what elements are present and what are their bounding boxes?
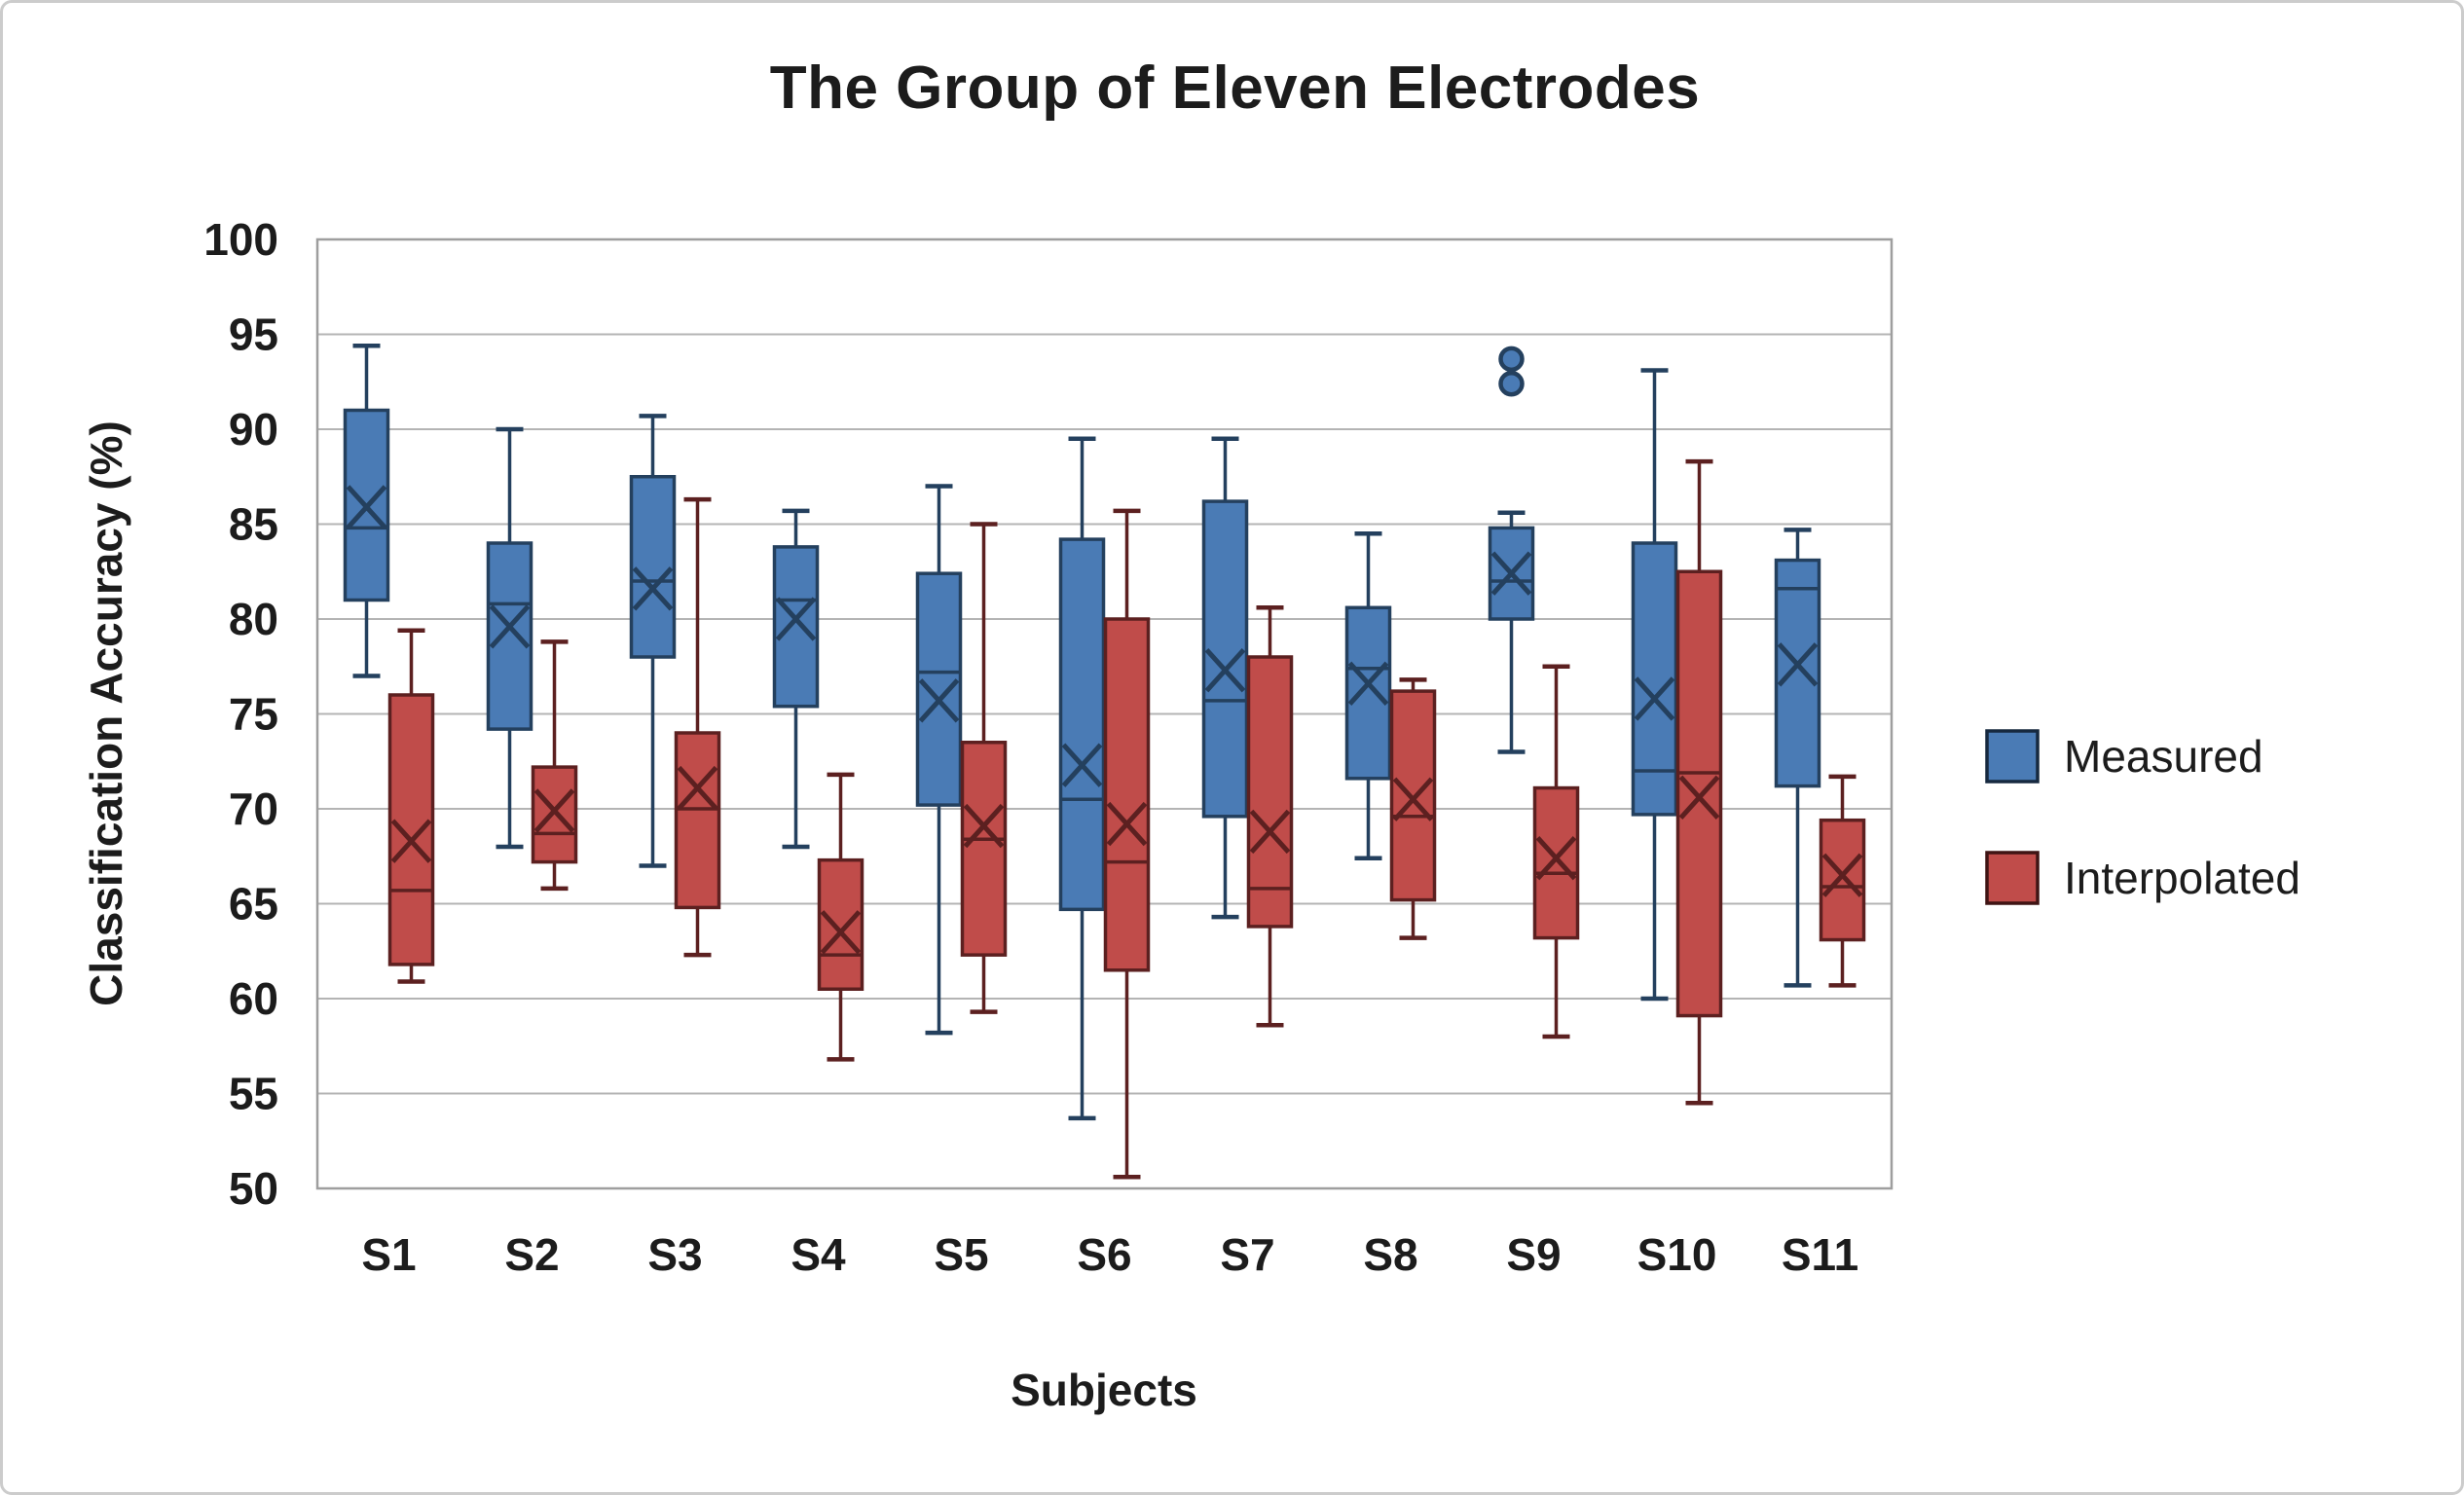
iqr-box xyxy=(1103,617,1151,972)
outlier-point xyxy=(1498,370,1525,397)
x-tick-label: S10 xyxy=(1637,1229,1717,1280)
box-measured-s9 xyxy=(1488,346,1535,754)
mean-marker xyxy=(1490,551,1532,596)
mean-marker xyxy=(1535,836,1577,881)
y-tick-label: 50 xyxy=(229,1163,278,1214)
iqr-box xyxy=(1058,537,1106,912)
box-interpolated-s7 xyxy=(1246,605,1294,1028)
iqr-box xyxy=(1532,785,1580,940)
legend-swatch-interpolated xyxy=(1985,851,2040,905)
iqr-box xyxy=(486,541,533,731)
mean-marker xyxy=(963,803,1005,849)
chart-title: The Group of Eleven Electrodes xyxy=(769,55,1701,122)
iqr-box xyxy=(915,571,963,807)
mean-marker xyxy=(1347,661,1389,706)
box-interpolated-s4 xyxy=(817,772,864,1062)
y-tick-label: 100 xyxy=(203,214,278,265)
iqr-box xyxy=(1389,689,1437,902)
x-tick-label: S9 xyxy=(1506,1229,1561,1280)
box-interpolated-s1 xyxy=(387,628,435,984)
y-tick-label: 95 xyxy=(229,310,278,360)
iqr-box xyxy=(1201,499,1249,819)
mean-marker xyxy=(1204,647,1246,693)
outlier-point xyxy=(1498,346,1525,373)
y-tick-label: 65 xyxy=(229,879,278,930)
box-measured-s10 xyxy=(1631,368,1678,1002)
y-tick-label: 55 xyxy=(229,1069,278,1119)
x-tick-label: S7 xyxy=(1220,1229,1274,1280)
iqr-box xyxy=(1246,655,1294,929)
box-measured-s3 xyxy=(629,414,677,868)
box-interpolated-s5 xyxy=(960,522,1008,1014)
box-measured-s6 xyxy=(1058,436,1106,1121)
iqr-box xyxy=(1675,569,1723,1018)
mean-marker xyxy=(346,485,387,529)
mean-marker xyxy=(489,604,531,649)
y-tick-label: 90 xyxy=(229,404,278,455)
mean-marker xyxy=(1061,743,1103,787)
mean-marker xyxy=(1634,676,1675,721)
x-tick-label: S4 xyxy=(791,1229,846,1280)
y-tick-label: 75 xyxy=(229,689,278,740)
box-interpolated-s6 xyxy=(1103,508,1151,1180)
mean-marker xyxy=(1777,642,1819,687)
mean-marker xyxy=(918,678,960,723)
x-tick-label: S8 xyxy=(1363,1229,1417,1280)
iqr-box xyxy=(1344,605,1392,781)
legend: Measured Interpolated xyxy=(1985,729,2300,905)
mean-marker xyxy=(390,819,432,863)
iqr-box xyxy=(772,545,820,709)
mean-marker xyxy=(1678,775,1720,820)
mean-marker xyxy=(820,910,862,955)
iqr-box xyxy=(387,693,435,966)
mean-marker xyxy=(1821,853,1863,897)
x-tick-label: S11 xyxy=(1782,1229,1858,1280)
legend-label-measured: Measured xyxy=(2064,731,2263,782)
x-tick-label: S5 xyxy=(934,1229,988,1280)
iqr-box xyxy=(674,731,721,910)
box-measured-s2 xyxy=(486,426,533,850)
box-measured-s7 xyxy=(1201,436,1249,920)
box-measured-s5 xyxy=(915,484,963,1036)
y-tick-label: 85 xyxy=(229,499,278,550)
y-tick-label: 60 xyxy=(229,973,278,1024)
x-tick-label: S1 xyxy=(361,1229,416,1280)
legend-swatch-measured xyxy=(1985,729,2040,784)
x-tick-label: S2 xyxy=(504,1229,559,1280)
box-measured-s8 xyxy=(1344,531,1392,860)
iqr-box xyxy=(1774,558,1821,788)
x-axis-title: Subjects xyxy=(1011,1365,1197,1415)
plot-border xyxy=(315,237,1894,1190)
mean-marker xyxy=(632,566,674,611)
mean-marker xyxy=(1392,777,1434,821)
x-tick-label: S6 xyxy=(1077,1229,1131,1280)
legend-label-interpolated: Interpolated xyxy=(2064,853,2300,903)
mean-marker xyxy=(677,765,718,811)
iqr-box xyxy=(629,475,677,659)
y-tick-label: 70 xyxy=(229,784,278,834)
x-tick-label: S3 xyxy=(647,1229,702,1280)
mean-marker xyxy=(1249,809,1291,855)
iqr-box xyxy=(1819,818,1866,942)
mean-marker xyxy=(1106,801,1148,847)
mean-marker xyxy=(775,597,817,641)
box-interpolated-s3 xyxy=(674,496,721,958)
mean-marker xyxy=(533,788,575,833)
iqr-box xyxy=(531,765,578,864)
iqr-box xyxy=(817,857,864,992)
box-interpolated-s11 xyxy=(1819,774,1866,988)
boxplot-canvas: 50 55 60 65 70 75 80 85 90 95 100 S1 S2 S3 S4 S5 S6 S7 S8 S… xyxy=(203,214,2300,1280)
box-measured-s11 xyxy=(1774,528,1821,988)
box-interpolated-s8 xyxy=(1389,677,1437,940)
box-measured-s4 xyxy=(772,508,820,850)
iqr-box xyxy=(960,741,1008,957)
box-interpolated-s10 xyxy=(1675,458,1723,1106)
box-measured-s1 xyxy=(343,343,390,678)
box-interpolated-s2 xyxy=(531,639,578,892)
box-interpolated-s9 xyxy=(1532,664,1580,1039)
y-tick-label: 80 xyxy=(229,594,278,644)
